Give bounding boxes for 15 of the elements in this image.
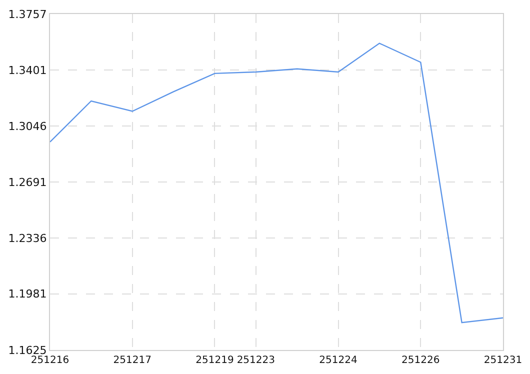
y-tick-label: 1.3401 bbox=[8, 64, 47, 77]
y-tick-label: 1.3757 bbox=[8, 8, 47, 21]
x-tick-label: 251217 bbox=[113, 355, 152, 366]
y-tick-label: 1.2691 bbox=[8, 176, 47, 189]
y-tick-label: 1.2336 bbox=[8, 232, 47, 245]
line-series bbox=[50, 42, 503, 324]
y-tick-label: 1.1625 bbox=[8, 344, 47, 357]
y-tick-label: 1.3046 bbox=[8, 120, 47, 133]
x-tick-label: 251226 bbox=[402, 355, 440, 366]
x-tick-label: 251224 bbox=[319, 355, 358, 366]
x-tick-label: 251216 bbox=[30, 355, 70, 366]
x-tick-label: 251219 bbox=[196, 355, 234, 366]
x-tick-label: 251231 bbox=[484, 355, 522, 366]
x-tick-label: 251223 bbox=[236, 355, 276, 366]
y-tick-label: 1.1981 bbox=[8, 288, 47, 301]
